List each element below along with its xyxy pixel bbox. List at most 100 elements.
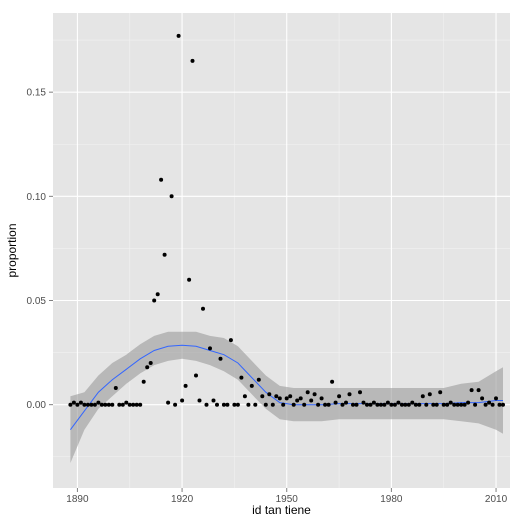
data-point <box>232 402 237 407</box>
data-point <box>113 386 118 390</box>
data-point <box>166 400 171 405</box>
data-point <box>330 379 335 384</box>
data-point <box>134 402 139 407</box>
data-point <box>218 356 223 361</box>
data-points-layer <box>68 33 505 407</box>
data-point <box>263 402 268 407</box>
data-point <box>469 388 474 393</box>
data-point <box>117 402 122 407</box>
data-point <box>183 383 188 388</box>
data-point <box>466 400 471 405</box>
data-point <box>487 400 492 405</box>
data-point <box>145 365 150 370</box>
y-axis-title: proportion <box>5 223 19 277</box>
data-point <box>316 402 321 407</box>
y-tick-label: 0.15 <box>27 88 47 99</box>
data-point <box>190 58 195 63</box>
y-tick-label: 0.10 <box>27 192 47 203</box>
data-point <box>410 400 415 405</box>
data-point <box>274 394 279 399</box>
data-point <box>403 402 408 407</box>
data-point <box>375 402 380 407</box>
data-point <box>309 398 314 403</box>
data-point <box>312 392 317 397</box>
data-point <box>71 400 76 405</box>
x-axis-ticks: 1890 1920 1950 1980 2010 <box>66 488 508 505</box>
data-point <box>337 394 342 399</box>
data-point <box>131 402 136 407</box>
data-point <box>291 402 296 407</box>
data-point <box>497 402 502 407</box>
data-point <box>319 396 324 401</box>
data-point <box>452 402 457 407</box>
data-point <box>78 400 83 405</box>
data-point <box>120 402 125 407</box>
data-point <box>194 373 198 378</box>
data-point <box>242 394 247 399</box>
data-point <box>215 402 219 407</box>
data-point <box>354 402 359 407</box>
x-tick-label: 1890 <box>66 494 89 505</box>
data-point <box>305 390 310 395</box>
data-point <box>221 402 226 407</box>
data-point <box>326 402 331 407</box>
y-tick-label: 0.00 <box>27 400 47 411</box>
data-point <box>302 402 307 407</box>
data-point <box>445 402 450 407</box>
data-point <box>438 390 443 395</box>
data-point <box>281 402 286 407</box>
data-point <box>249 383 254 388</box>
data-point <box>99 402 104 407</box>
data-point <box>455 402 460 407</box>
data-point <box>124 400 129 405</box>
data-point <box>501 402 505 407</box>
data-point <box>441 402 446 407</box>
data-point <box>295 398 300 403</box>
data-point <box>494 396 498 401</box>
data-point <box>396 400 401 405</box>
data-point <box>378 402 383 407</box>
data-point <box>347 392 352 397</box>
data-point <box>417 402 422 407</box>
data-point <box>490 402 495 407</box>
data-point <box>239 375 244 380</box>
data-point <box>344 400 348 405</box>
data-point <box>197 398 202 403</box>
data-point <box>270 402 275 407</box>
data-point <box>208 346 212 351</box>
data-point <box>427 392 432 397</box>
data-point <box>68 402 73 407</box>
data-point <box>448 400 453 405</box>
data-point <box>201 306 205 311</box>
data-point <box>204 402 209 407</box>
y-tick-label: 0.05 <box>27 296 47 307</box>
data-point <box>176 33 181 38</box>
smooth-line-layer <box>69 344 503 430</box>
data-point <box>406 402 411 407</box>
data-point <box>385 400 390 405</box>
data-point <box>434 402 439 407</box>
x-tick-label: 1920 <box>171 494 194 505</box>
data-point <box>365 402 369 407</box>
data-point <box>462 402 467 407</box>
data-point <box>103 402 108 407</box>
data-point <box>420 394 425 399</box>
data-point <box>173 402 178 407</box>
data-point <box>152 298 157 303</box>
data-point <box>260 394 265 399</box>
data-point <box>368 402 373 407</box>
data-point <box>187 277 192 282</box>
data-point <box>476 388 481 393</box>
data-point <box>483 402 488 407</box>
data-point <box>89 402 94 407</box>
data-point <box>371 400 376 405</box>
data-point <box>82 402 87 407</box>
data-point <box>323 402 328 407</box>
data-point <box>351 402 355 407</box>
data-point <box>413 402 418 407</box>
y-axis-ticks: 0.00 0.05 0.10 0.15 <box>27 88 53 411</box>
x-axis-title: id tan tiene <box>252 503 311 517</box>
data-point <box>284 396 289 401</box>
data-point <box>228 338 233 343</box>
data-point <box>392 402 397 407</box>
